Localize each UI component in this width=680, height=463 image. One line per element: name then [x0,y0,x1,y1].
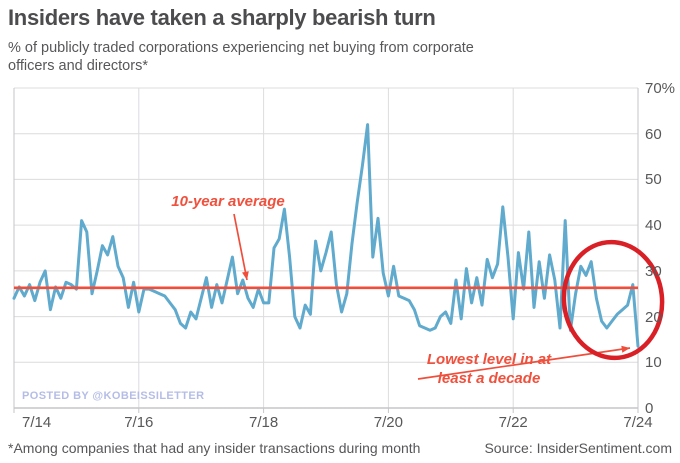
y-axis-label: 60 [645,125,662,143]
average-arrow [233,213,248,281]
chart-title: Insiders have taken a sharply bearish tu… [8,5,436,30]
x-axis-label: 7/24 [623,414,653,431]
y-axis-label: 70% [645,80,676,97]
lowest-annotation-line2: least a decade [437,370,541,387]
y-axis-label: 10 [645,354,662,372]
lowest-annotation: Lowest level in at least a decade [414,350,564,388]
highlight-circle [561,239,665,361]
x-axis-label: 7/14 [22,414,52,431]
y-axis-label: 40 [645,217,662,235]
y-axis-label: 30 [645,262,662,280]
y-axis-label: 50 [645,171,662,189]
y-axis-label: 0 [645,400,654,417]
average-arrow-head [242,271,249,280]
average-annotation: 10-year average [171,193,285,210]
watermark: POSTED BY @KOBEISSILETTER [22,390,205,402]
y-axis-label: 20 [645,308,662,326]
chart-subtitle-line2: officers and directors* [8,58,148,74]
source-credit: Source: InsiderSentiment.com [484,440,672,456]
x-axis-label: 7/20 [373,414,403,431]
x-axis-label: 7/22 [498,414,528,431]
x-axis-label: 7/16 [124,414,154,431]
x-axis-label: 7/18 [248,414,279,431]
lowest-arrow-head [621,345,630,353]
insider-buying-line [12,123,640,348]
lowest-annotation-line1: Lowest level in at [426,351,552,368]
chart-subtitle: % of publicly traded corporations experi… [8,39,474,75]
footnote: *Among companies that had any insider tr… [8,440,421,456]
chart-subtitle-line1: % of publicly traded corporations experi… [8,40,474,56]
